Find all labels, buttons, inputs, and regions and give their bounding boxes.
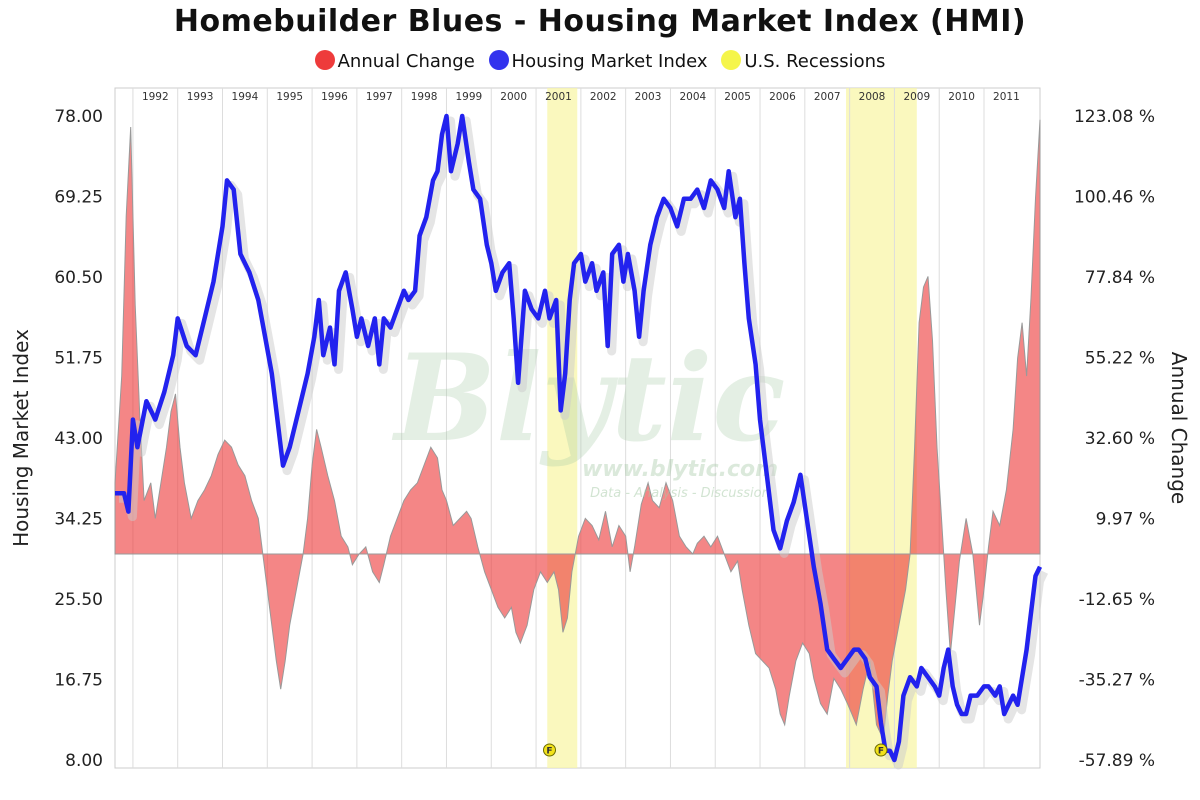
y-axis-title: Housing Market Index bbox=[9, 329, 33, 547]
y-tick-8.00: 8.00 bbox=[65, 751, 103, 771]
y-tick-43.00: 43.00 bbox=[54, 429, 103, 449]
year-label-2005: 2005 bbox=[724, 91, 751, 103]
year-label-2000: 2000 bbox=[500, 91, 527, 103]
year-label-1992: 1992 bbox=[142, 91, 169, 103]
y-tick-78.00: 78.00 bbox=[54, 107, 103, 127]
y2-tick-0: 123.08 % bbox=[1074, 107, 1155, 127]
year-label-2008: 2008 bbox=[859, 91, 886, 103]
year-label-2001: 2001 bbox=[545, 91, 572, 103]
year-label-1997: 1997 bbox=[366, 91, 393, 103]
legend-label-recessions: U.S. Recessions bbox=[744, 51, 886, 72]
y-tick-25.50: 25.50 bbox=[54, 590, 103, 610]
y-tick-60.50: 60.50 bbox=[54, 268, 103, 288]
legend-item-recessions[interactable]: U.S. Recessions bbox=[721, 50, 885, 72]
y2-tick-2: 77.84 % bbox=[1085, 268, 1155, 288]
y-tick-16.75: 16.75 bbox=[54, 671, 103, 691]
year-label-2004: 2004 bbox=[679, 91, 706, 103]
y-tick-51.75: 51.75 bbox=[54, 349, 103, 369]
f-marker-1 bbox=[543, 743, 557, 757]
year-label-1998: 1998 bbox=[411, 91, 438, 103]
year-label-2010: 2010 bbox=[948, 91, 975, 103]
f-marker-label-2: F bbox=[878, 747, 884, 757]
legend-label-hmi: Housing Market Index bbox=[511, 51, 708, 72]
f-marker-2 bbox=[874, 743, 888, 757]
legend-swatch-annual-change bbox=[314, 50, 335, 70]
year-label-2003: 2003 bbox=[635, 91, 662, 103]
chart-legend: Annual Change Housing Market Index U.S. … bbox=[0, 50, 1200, 72]
legend-item-hmi[interactable]: Housing Market Index bbox=[488, 50, 708, 72]
watermark-url: www.blytic.com bbox=[582, 457, 778, 482]
legend-item-annual-change[interactable]: Annual Change bbox=[314, 50, 475, 72]
year-label-2002: 2002 bbox=[590, 91, 617, 103]
watermark-tagline: Data - Analysis - Discussion bbox=[590, 486, 770, 501]
y2-tick-3: 55.22 % bbox=[1085, 349, 1155, 369]
year-label-2007: 2007 bbox=[814, 91, 841, 103]
legend-swatch-recessions bbox=[721, 50, 742, 70]
legend-swatch-hmi bbox=[488, 50, 509, 70]
year-label-2011: 2011 bbox=[993, 91, 1020, 103]
hmi-line bbox=[115, 113, 1043, 763]
y2-tick-6: -12.65 % bbox=[1079, 590, 1155, 610]
year-label-1996: 1996 bbox=[321, 91, 348, 103]
year-label-2006: 2006 bbox=[769, 91, 796, 103]
watermark-logo: Blytic bbox=[392, 328, 786, 469]
year-label-1994: 1994 bbox=[232, 91, 259, 103]
year-label-1999: 1999 bbox=[456, 91, 483, 103]
y-tick-34.25: 34.25 bbox=[54, 510, 103, 530]
f-marker-label-1: F bbox=[546, 747, 552, 757]
y2-tick-5: 9.97 % bbox=[1096, 510, 1155, 530]
y2-tick-7: -35.27 % bbox=[1079, 671, 1155, 691]
y2-tick-8: -57.89 % bbox=[1079, 751, 1155, 771]
recession-band-1 bbox=[547, 88, 578, 768]
year-label-1993: 1993 bbox=[187, 91, 214, 103]
y2-axis-title: Annual Change bbox=[1167, 352, 1191, 504]
year-label-2009: 2009 bbox=[903, 91, 930, 103]
y2-tick-4: 32.60 % bbox=[1085, 429, 1155, 449]
y-tick-69.25: 69.25 bbox=[54, 188, 103, 208]
year-label-1995: 1995 bbox=[276, 91, 303, 103]
y2-tick-1: 100.46 % bbox=[1074, 188, 1155, 208]
chart-title: Homebuilder Blues - Housing Market Index… bbox=[173, 4, 1027, 39]
legend-label-annual-change: Annual Change bbox=[337, 51, 475, 72]
annual-change-area bbox=[114, 119, 1041, 741]
